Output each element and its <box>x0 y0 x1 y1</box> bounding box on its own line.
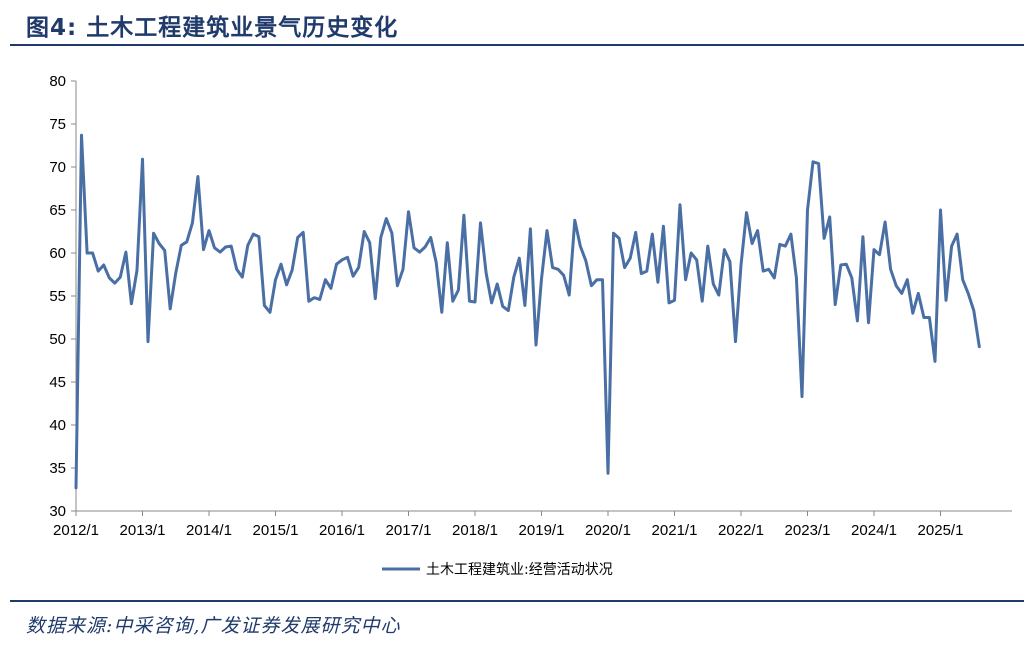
x-axis-ticks: 2012/1 2013/1 2014/1 2015/1 2016/1 2017/1 2018… <box>53 511 963 539</box>
x-tick-label: 2021/1 <box>652 522 698 539</box>
x-tick-label: 2020/1 <box>585 522 631 539</box>
x-tick-label: 2018/1 <box>452 522 498 539</box>
x-tick-label: 2022/1 <box>718 522 764 539</box>
x-tick-label: 2024/1 <box>851 522 897 539</box>
x-tick-label: 2017/1 <box>386 522 432 539</box>
x-tick-label: 2015/1 <box>253 522 299 539</box>
y-tick-label: 55 <box>49 288 66 305</box>
y-tick-label: 45 <box>49 374 66 391</box>
y-tick-label: 70 <box>49 159 66 176</box>
y-tick-label: 75 <box>49 116 66 133</box>
chart-legend: 土木工程建筑业:经营活动状况 <box>382 562 613 578</box>
series-layer <box>74 133 981 490</box>
x-tick-label: 2019/1 <box>519 522 565 539</box>
x-tick-label: 2023/1 <box>785 522 831 539</box>
y-tick-label: 80 <box>49 73 66 90</box>
x-tick-label: 2013/1 <box>120 522 166 539</box>
source-note: 数据来源:中采咨询,广发证券发展研究中心 <box>26 615 401 637</box>
y-tick-label: 50 <box>49 331 66 348</box>
source-divider <box>10 600 1024 602</box>
y-tick-label: 35 <box>49 460 66 477</box>
series-line <box>74 133 981 490</box>
y-tick-label: 40 <box>49 417 66 434</box>
chart-title: 图4: 土木工程建筑业景气历史变化 <box>26 15 399 41</box>
y-tick-label: 30 <box>49 503 66 520</box>
x-tick-label: 2014/1 <box>186 522 232 539</box>
y-axis-ticks: 30 35 40 45 50 55 60 65 70 75 80 <box>49 73 76 520</box>
x-tick-label: 2025/1 <box>918 522 964 539</box>
title-divider <box>10 44 1024 46</box>
x-tick-label: 2016/1 <box>319 522 365 539</box>
y-tick-label: 65 <box>49 202 66 219</box>
chart-canvas: 30 35 40 45 50 55 60 65 70 75 80 2012/1 2013/1 2014/… <box>49 73 1012 578</box>
legend-label: 土木工程建筑业:经营活动状况 <box>426 562 613 578</box>
x-tick-label: 2012/1 <box>53 522 99 539</box>
y-tick-label: 60 <box>49 245 66 262</box>
